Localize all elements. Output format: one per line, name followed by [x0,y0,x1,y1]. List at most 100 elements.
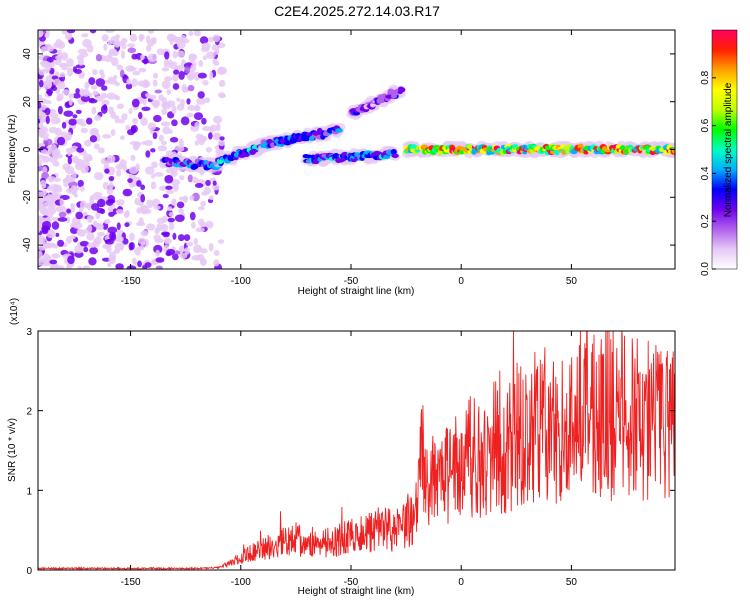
noise-blob [93,222,101,228]
noise-blob [127,47,137,54]
noise-blob [158,134,165,142]
noise-blob [97,231,106,237]
noise-blob [165,185,173,190]
noise-blob [101,134,112,139]
noise-blob [92,69,98,76]
signal-blob [335,128,343,133]
noise-blob [64,32,73,41]
noise-blob [86,232,95,241]
noise-blob [167,34,177,40]
bottom-y-axis-label: SNR (10 * v/v) [7,418,18,482]
noise-blob [137,237,147,245]
noise-blob [188,53,198,61]
noise-blob [42,166,48,175]
noise-blob [38,191,46,199]
snr-line [38,331,675,570]
bottom-y-tick-label: 2 [26,407,32,418]
noise-blob [152,100,160,109]
noise-blob [216,42,226,49]
noise-blob [51,253,61,259]
top-noise-scatter [38,30,228,269]
noise-blob [89,194,95,202]
noise-blob [38,79,44,88]
noise-blob [106,187,114,195]
noise-blob [193,112,204,121]
noise-blob [44,32,50,39]
noise-blob [80,164,89,174]
top-x-axis-label: Height of straight line (km) [298,286,415,297]
noise-blob [144,166,155,175]
noise-blob [197,91,205,99]
noise-blob [208,36,214,43]
noise-blob [77,179,84,188]
noise-blob [132,70,141,76]
noise-blob [152,37,157,45]
noise-blob [138,67,147,73]
noise-blob [66,67,74,77]
noise-blob [147,53,158,63]
noise-blob [65,216,71,224]
noise-blob [55,38,63,48]
top-y-tick-label: -20 [22,190,33,205]
noise-blob [70,206,76,212]
noise-blob [69,235,76,240]
noise-blob [126,265,137,269]
noise-blob [152,79,158,87]
noise-blob [169,136,179,143]
noise-blob [118,119,125,124]
noise-blob [128,107,133,115]
noise-blob [53,186,63,193]
noise-blob [107,39,112,46]
noise-blob [91,128,100,135]
noise-blob [70,203,76,208]
noise-blob [47,211,54,219]
noise-blob [155,249,161,257]
top-y-tick-label: 20 [22,96,33,108]
noise-blob [72,92,82,99]
noise-blob [145,45,152,52]
noise-blob [139,204,148,214]
noise-blob [41,227,49,235]
noise-blob [67,255,75,265]
noise-blob [194,121,200,129]
noise-blob [140,54,145,60]
bottom-x-tick-label: -50 [344,577,359,588]
noise-blob [57,52,62,62]
noise-blob [186,112,194,118]
noise-blob [101,34,109,42]
noise-blob [59,198,64,207]
noise-blob [194,104,200,112]
noise-blob [51,207,56,215]
bottom-x-tick-label: -100 [231,577,251,588]
noise-blob [130,154,136,162]
noise-blob [104,168,110,174]
noise-blob [55,232,60,238]
noise-blob [105,199,114,206]
noise-blob [46,56,54,63]
noise-blob [116,103,124,109]
noise-blob [108,175,115,182]
noise-blob [54,127,62,137]
noise-blob [95,53,103,62]
noise-blob [56,136,66,146]
noise-blob [114,235,124,243]
noise-blob [219,136,225,141]
noise-blob [52,264,62,269]
noise-blob [199,36,209,44]
noise-blob [103,43,108,51]
bottom-x-tick-label: -150 [121,577,141,588]
noise-blob [75,211,84,220]
noise-blob [51,216,60,222]
noise-blob [68,98,73,106]
noise-blob [145,93,151,98]
noise-blob [84,139,92,147]
noise-blob [217,66,228,75]
signal-blob [399,87,406,93]
noise-blob [131,98,140,108]
noise-blob [116,169,122,177]
noise-blob [178,70,185,80]
noise-blob [156,48,164,56]
noise-blob [47,186,52,191]
noise-blob [110,110,117,119]
noise-blob [125,124,131,132]
